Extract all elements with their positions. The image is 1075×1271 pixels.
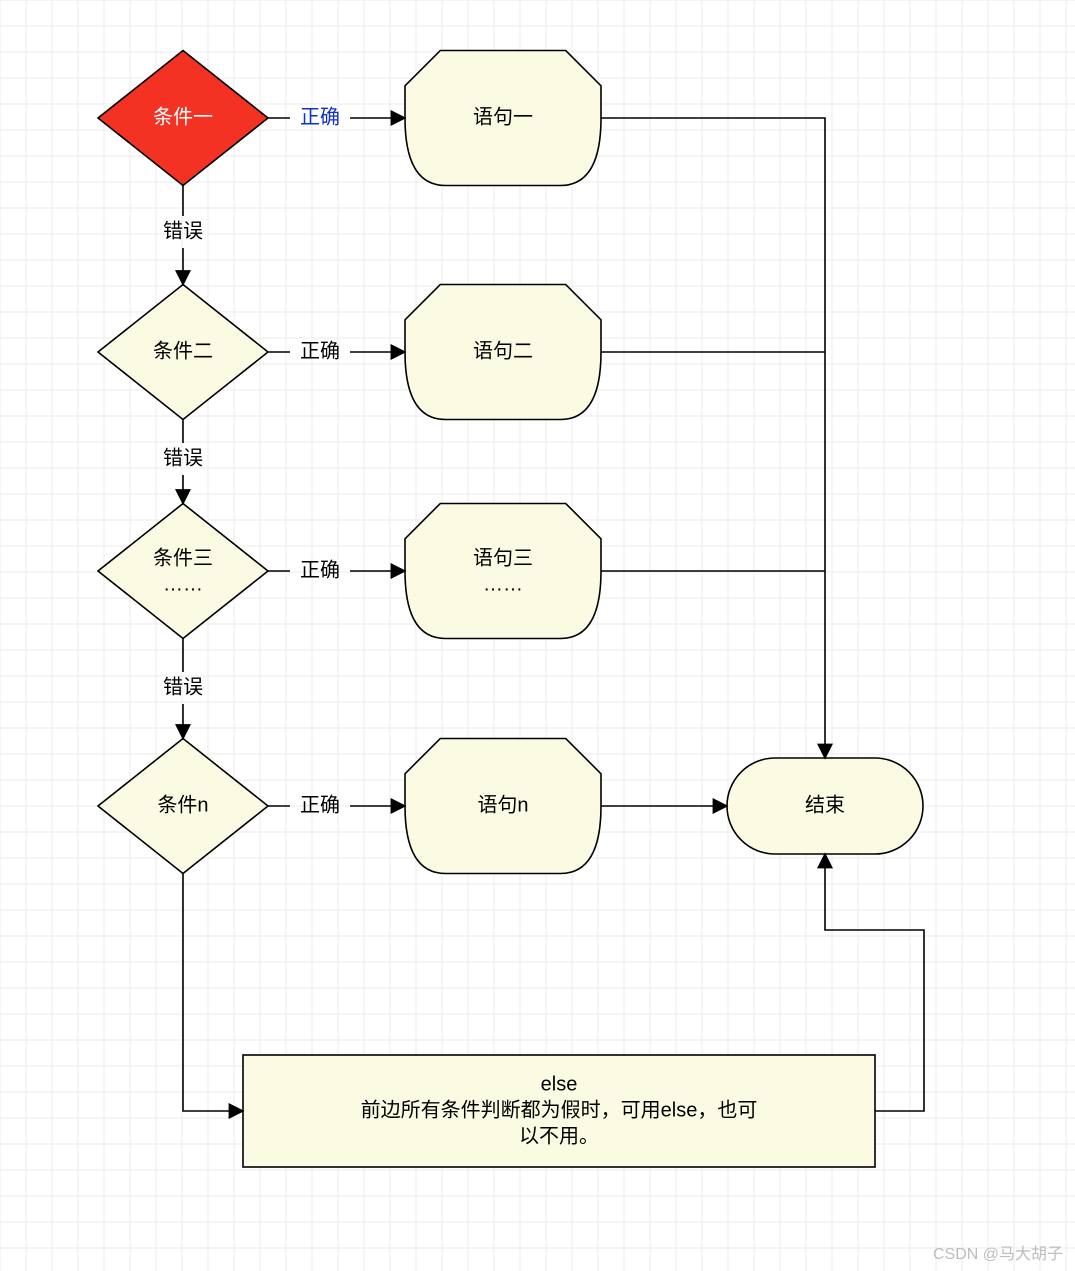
node-stmt1-label: 语句一 <box>473 105 533 128</box>
edge-1-label: 正确 <box>300 339 340 362</box>
node-stmtn-label: 语句n <box>477 793 528 816</box>
node-else-label: 前边所有条件判断都为假时，可用else，也可 <box>361 1098 758 1121</box>
node-stmt3 <box>405 504 601 639</box>
node-cond3-label: 条件三 <box>153 546 213 569</box>
edge-3-label: 正确 <box>300 793 340 816</box>
edge-6-label: 错误 <box>163 675 203 698</box>
flowchart-canvas: 条件一 语句一条件二 语句二条件三 …… 语句三 …… 条件n 语句n 结束 else 前边所有条件… <box>0 0 1075 1271</box>
edge-4-label: 错误 <box>163 219 203 242</box>
node-stmt3-sublabel: …… <box>483 573 523 595</box>
node-cond2-label: 条件二 <box>153 339 213 362</box>
node-stmt2-label: 语句二 <box>473 339 533 362</box>
node-else-label: 以不用。 <box>519 1125 599 1147</box>
node-condn-label: 条件n <box>157 793 208 816</box>
edge-2-label: 正确 <box>300 558 340 581</box>
node-end-label: 结束 <box>805 793 845 816</box>
node-cond1-label: 条件一 <box>153 105 213 128</box>
node-cond3-sublabel: …… <box>163 573 203 595</box>
watermark: CSDN @马大胡子 <box>933 1245 1063 1263</box>
node-stmt3-label: 语句三 <box>473 546 533 569</box>
node-else-label: else <box>541 1073 578 1095</box>
edge-5-label: 错误 <box>163 446 203 469</box>
edge-0-label: 正确 <box>300 105 340 128</box>
